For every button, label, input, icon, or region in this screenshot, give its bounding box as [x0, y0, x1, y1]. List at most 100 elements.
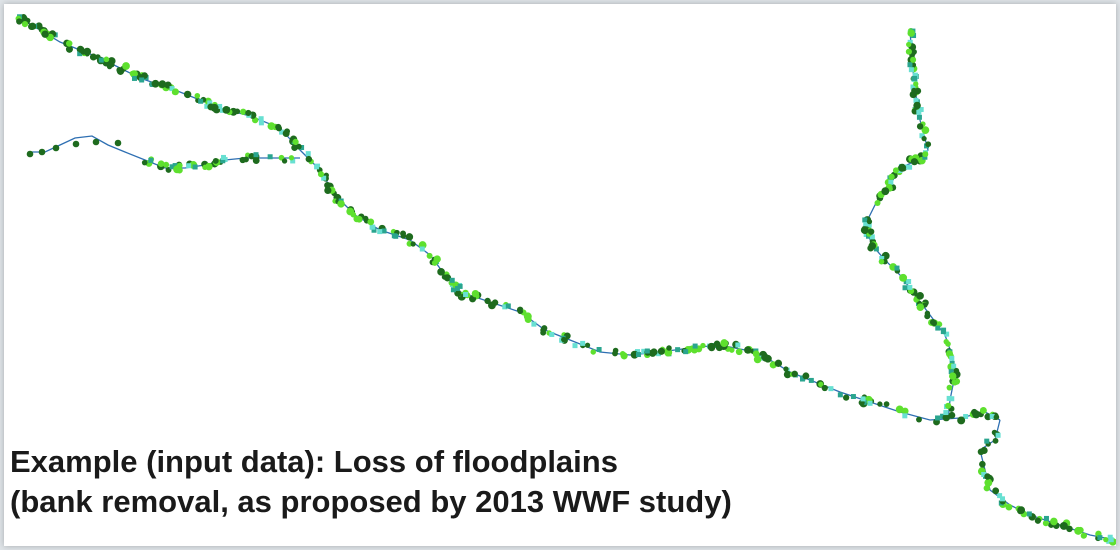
floodplain-marker: [484, 297, 491, 305]
floodplain-marker: [89, 53, 97, 61]
floodplain-marker: [921, 126, 930, 135]
floodplain-marker: [116, 67, 123, 74]
floodplain-marker: [799, 376, 805, 382]
floodplain-marker: [945, 402, 952, 409]
floodplain-marker: [883, 401, 890, 407]
floodplain-marker: [921, 135, 927, 142]
floodplain-marker: [942, 413, 951, 422]
floodplain-marker: [929, 319, 937, 326]
floodplain-marker: [907, 29, 915, 37]
floodplain-marker: [774, 359, 783, 367]
floodplain-marker: [220, 158, 226, 164]
floodplain-marker: [895, 405, 904, 414]
floodplain-marker: [881, 187, 890, 196]
floodplain-marker: [753, 355, 762, 364]
floodplain-marker: [419, 246, 425, 252]
floodplain-marker: [370, 224, 376, 230]
floodplain-marker: [471, 289, 480, 298]
floodplain-marker: [502, 304, 508, 310]
floodplain-marker: [561, 336, 567, 343]
floodplain-marker: [783, 370, 792, 379]
floodplain-marker: [850, 394, 856, 400]
floodplain-marker: [979, 460, 986, 468]
floodplain-marker: [907, 62, 913, 68]
floodplain-marker: [172, 88, 179, 96]
floodplain-marker: [977, 448, 985, 456]
floodplain-marker: [821, 384, 828, 392]
floodplain-marker: [989, 413, 995, 419]
floodplain-marker: [935, 325, 941, 331]
floodplain-marker: [925, 141, 932, 148]
floodplain-marker: [1103, 536, 1109, 543]
floodplain-marker: [1081, 532, 1088, 539]
floodplain-marker: [993, 414, 1000, 420]
floodplain-marker: [912, 75, 918, 81]
floodplain-marker: [909, 90, 917, 99]
floodplain-marker: [16, 18, 23, 25]
floodplain-marker: [321, 175, 327, 181]
floodplain-marker: [207, 100, 213, 106]
floodplain-marker: [391, 233, 397, 239]
floodplain-marker: [635, 349, 641, 355]
floodplain-marker: [212, 157, 219, 164]
floodplain-marker: [26, 150, 34, 158]
floodplain-marker: [253, 152, 259, 158]
floodplain-marker: [103, 56, 110, 63]
floodplain-marker: [905, 48, 912, 55]
floodplain-marker: [433, 255, 441, 263]
floodplain-marker: [443, 274, 452, 282]
floodplain-marker: [913, 97, 919, 103]
floodplain-marker: [183, 90, 192, 99]
floodplain-marker: [77, 51, 83, 57]
floodplain-marker: [863, 222, 869, 228]
floodplain-marker: [720, 339, 729, 347]
floodplain-marker: [355, 215, 363, 223]
floodplain-marker: [948, 411, 956, 419]
floodplain-marker: [919, 133, 925, 139]
floodplain-marker: [908, 67, 914, 73]
floodplain-marker: [922, 151, 929, 158]
floodplain-marker: [818, 381, 824, 388]
floodplain-marker: [901, 407, 909, 415]
floodplain-marker: [916, 416, 922, 423]
floodplain-marker: [906, 41, 912, 48]
floodplain-marker: [707, 342, 716, 351]
floodplain-marker: [783, 366, 789, 372]
floodplain-marker: [108, 61, 115, 68]
floodplain-marker: [114, 139, 122, 147]
floodplain-marker: [350, 211, 357, 218]
floodplain-marker: [869, 234, 875, 240]
floodplain-marker: [169, 164, 175, 170]
floodplain-marker: [275, 123, 282, 131]
floodplain-marker: [879, 256, 885, 262]
floodplain-marker: [916, 109, 922, 115]
floodplain-marker: [281, 158, 288, 164]
floodplain-marker: [888, 173, 895, 180]
floodplain-marker: [491, 299, 499, 306]
floodplain-marker: [192, 164, 198, 170]
caption-line-1: Example (input data): Loss of floodplain…: [10, 444, 618, 479]
floodplain-marker: [898, 163, 907, 172]
floodplain-marker: [941, 327, 947, 333]
floodplain-marker: [541, 325, 548, 332]
floodplain-marker: [169, 86, 175, 92]
floodplain-marker: [38, 148, 46, 156]
floodplain-marker: [791, 370, 798, 378]
floodplain-marker: [83, 47, 92, 56]
floodplain-marker: [337, 200, 345, 208]
floodplain-marker: [449, 277, 455, 283]
floodplain-marker: [971, 408, 978, 416]
floodplain-marker: [692, 343, 698, 349]
floodplain-marker: [752, 350, 760, 358]
floodplain-marker: [363, 215, 369, 222]
floodplain-marker: [21, 21, 29, 28]
floodplain-marker: [158, 80, 167, 88]
floodplain-marker: [888, 179, 894, 185]
floodplain-marker: [267, 122, 276, 131]
floodplain-marker: [657, 347, 665, 355]
floodplain-marker: [279, 129, 285, 135]
floodplain-marker: [1017, 506, 1026, 514]
floodplain-marker: [367, 218, 375, 226]
floodplain-marker: [922, 154, 928, 160]
floodplain-marker: [946, 395, 952, 401]
